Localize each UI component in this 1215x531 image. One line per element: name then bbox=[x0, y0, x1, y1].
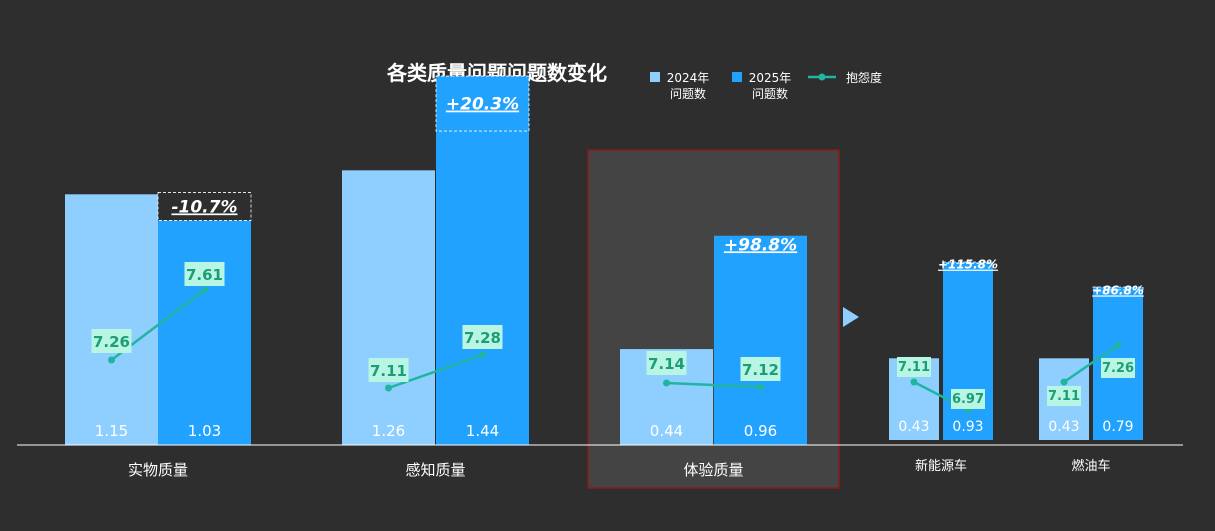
change-box bbox=[435, 75, 530, 132]
complaint-label: 7.12 bbox=[742, 361, 779, 379]
complaint-point bbox=[201, 286, 208, 294]
complaint-point bbox=[1060, 378, 1068, 386]
complaint-line bbox=[1063, 343, 1119, 384]
bar-value-label: 0.43 bbox=[1048, 419, 1079, 435]
bar-2025 bbox=[714, 235, 807, 445]
complaint-label-box bbox=[368, 358, 409, 382]
bar-2024 bbox=[342, 170, 435, 445]
complaint-point bbox=[663, 379, 670, 387]
complaint-label: 7.11 bbox=[370, 362, 407, 380]
bar-value-label: 1.03 bbox=[188, 422, 221, 440]
complaint-line bbox=[388, 353, 483, 390]
bar-value-label: 1.26 bbox=[372, 422, 405, 440]
complaint-label: 7.11 bbox=[898, 360, 930, 375]
bar-value-label: 0.43 bbox=[898, 419, 929, 435]
complaint-point bbox=[385, 384, 392, 392]
complaint-point bbox=[757, 383, 764, 391]
legend-dot bbox=[818, 73, 826, 81]
change-label: +20.3% bbox=[446, 95, 519, 115]
complaint-label: 7.61 bbox=[186, 266, 223, 284]
bar-value-label: 0.79 bbox=[1102, 419, 1133, 435]
complaint-label-box bbox=[1101, 358, 1135, 378]
legend-swatch bbox=[650, 72, 660, 82]
complaint-label-box bbox=[462, 325, 503, 349]
category-label: 燃油车 bbox=[1071, 458, 1110, 474]
complaint-point bbox=[910, 378, 918, 386]
bar-value-label: 0.44 bbox=[650, 422, 683, 440]
bar-2025 bbox=[158, 220, 251, 445]
complaint-label-box bbox=[646, 351, 687, 375]
legend-swatch bbox=[732, 72, 742, 82]
change-box bbox=[942, 261, 994, 264]
legend-label: 2025年 bbox=[749, 71, 792, 85]
change-box bbox=[157, 192, 252, 221]
legend-label: 抱怨度 bbox=[846, 70, 882, 85]
category-label: 实物质量 bbox=[128, 461, 188, 479]
complaint-label: 7.11 bbox=[1048, 389, 1080, 404]
bar-value-label: 0.96 bbox=[744, 422, 777, 440]
complaint-label-box bbox=[897, 357, 931, 377]
change-label: +115.8% bbox=[938, 258, 998, 272]
change-label: +86.8% bbox=[1092, 283, 1144, 297]
category-label: 感知质量 bbox=[405, 461, 465, 479]
arrow-icon bbox=[843, 307, 859, 327]
bar-value-label: 1.44 bbox=[466, 422, 499, 440]
change-label: +98.8% bbox=[724, 235, 797, 255]
complaint-label: 6.97 bbox=[952, 392, 984, 407]
legend-label: 问题数 bbox=[752, 86, 788, 101]
complaint-label-box bbox=[184, 262, 225, 286]
complaint-point bbox=[108, 356, 115, 364]
category-label: 体验质量 bbox=[683, 461, 743, 479]
change-label: -10.7% bbox=[171, 197, 237, 217]
complaint-point bbox=[479, 351, 486, 359]
complaint-label: 7.28 bbox=[464, 329, 501, 347]
bar-value-label: 0.93 bbox=[952, 419, 983, 435]
complaint-label-box bbox=[951, 389, 985, 409]
complaint-label: 7.26 bbox=[93, 333, 130, 351]
complaint-label: 7.14 bbox=[648, 355, 685, 373]
complaint-line bbox=[666, 381, 761, 389]
complaint-label-box bbox=[1047, 386, 1081, 406]
bar-2025 bbox=[436, 131, 529, 445]
bar-value-label: 1.15 bbox=[95, 422, 128, 440]
bar-2024 bbox=[65, 194, 158, 445]
complaint-label: 7.26 bbox=[1102, 361, 1134, 376]
complaint-label-box bbox=[740, 357, 781, 381]
legend-label: 问题数 bbox=[670, 86, 706, 101]
category-label: 新能源车 bbox=[915, 458, 967, 474]
complaint-point bbox=[1114, 341, 1122, 349]
complaint-label-box bbox=[91, 329, 132, 353]
legend-label: 2024年 bbox=[667, 71, 710, 85]
change-box bbox=[1092, 286, 1144, 291]
